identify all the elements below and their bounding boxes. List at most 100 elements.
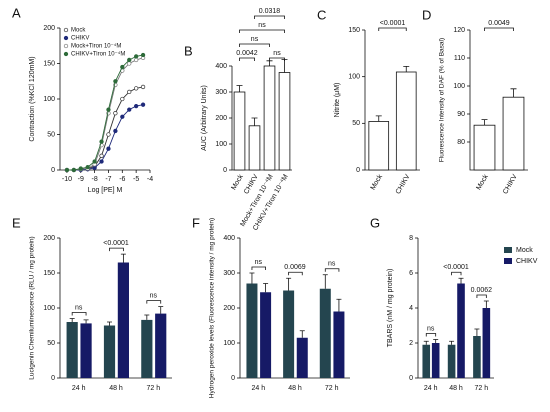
y-tick-label: 300 bbox=[215, 89, 227, 96]
y-tick-label: 150 bbox=[43, 60, 55, 67]
bracket bbox=[239, 57, 255, 61]
error-bar bbox=[83, 319, 89, 324]
bracket bbox=[146, 300, 162, 304]
y-tick-label: 80 bbox=[457, 139, 465, 146]
y-axis-label: Contraction (%KCl 120mM) bbox=[29, 56, 36, 141]
error-bar bbox=[458, 277, 464, 284]
error-bar bbox=[299, 330, 305, 338]
annotation: <0.0001 bbox=[103, 240, 129, 247]
x-tick-label: CHIKV bbox=[395, 173, 412, 195]
bar bbox=[333, 311, 345, 378]
data-point bbox=[92, 165, 97, 171]
annotation: 0.0042 bbox=[236, 50, 258, 57]
x-tick-label: -4 bbox=[147, 176, 153, 183]
error-bar bbox=[483, 300, 489, 308]
y-tick-label: 100 bbox=[348, 74, 360, 81]
bracket bbox=[324, 268, 340, 272]
error-bar bbox=[266, 60, 273, 66]
error-bar bbox=[144, 314, 150, 320]
y-tick-label: 200 bbox=[43, 25, 55, 32]
bar bbox=[431, 343, 440, 378]
y-tick-label: 100 bbox=[43, 305, 55, 312]
data-point bbox=[92, 159, 97, 164]
bar bbox=[233, 91, 246, 171]
bar bbox=[155, 313, 167, 378]
y-tick-label: 100 bbox=[223, 340, 235, 347]
x-tick-label: Mock bbox=[475, 173, 490, 191]
y-tick-label: 50 bbox=[47, 340, 55, 347]
error-bar bbox=[481, 119, 488, 126]
error-bar bbox=[158, 306, 164, 314]
data-point bbox=[106, 132, 111, 137]
error-bar bbox=[375, 115, 382, 122]
y-axis-label: Hydrogen peroxide levels (Fluorescence i… bbox=[209, 218, 216, 398]
bracket bbox=[254, 15, 285, 19]
bracket bbox=[239, 29, 285, 33]
annotation: ns bbox=[258, 22, 266, 29]
data-point bbox=[120, 96, 125, 102]
data-point bbox=[134, 103, 139, 109]
error-bar bbox=[474, 328, 480, 336]
y-tick-label: 50 bbox=[352, 120, 360, 127]
error-bar bbox=[403, 66, 410, 72]
annotation: ns bbox=[255, 259, 263, 266]
y-tick-label: 4 bbox=[409, 305, 413, 312]
data-point bbox=[127, 61, 132, 66]
data-point bbox=[113, 111, 118, 116]
legend-swatch bbox=[504, 258, 512, 264]
bar bbox=[283, 290, 295, 378]
data-point bbox=[99, 139, 104, 144]
legend-marker bbox=[63, 43, 69, 49]
x-tick-label: 48 h bbox=[109, 385, 123, 392]
y-tick-label: 2 bbox=[409, 340, 413, 347]
error-bar bbox=[281, 59, 288, 73]
x-tick-label: -5 bbox=[133, 176, 139, 183]
data-point bbox=[127, 89, 132, 95]
legend-label: CHIKV bbox=[516, 258, 538, 265]
bar bbox=[502, 96, 525, 171]
y-tick-label: 0 bbox=[51, 167, 55, 174]
annotation: <0.0001 bbox=[443, 264, 469, 271]
annotation: ns bbox=[251, 36, 259, 43]
bar bbox=[263, 65, 276, 171]
y-tick-label: 0 bbox=[223, 167, 227, 174]
annotation: ns bbox=[328, 261, 336, 268]
panel-label: G bbox=[370, 215, 380, 230]
error-bar bbox=[510, 88, 517, 98]
bracket bbox=[425, 333, 437, 337]
error-bar bbox=[423, 340, 429, 345]
bar bbox=[473, 124, 496, 171]
bar bbox=[422, 344, 431, 378]
bracket bbox=[451, 271, 462, 276]
y-tick-label: 0 bbox=[356, 167, 360, 174]
y-axis-label: AUC (Arbitrary Units) bbox=[201, 85, 208, 151]
x-tick-label: -8 bbox=[91, 176, 97, 183]
y-tick-label: 50 bbox=[47, 131, 55, 138]
y-tick-label: 100 bbox=[43, 96, 55, 103]
series-line bbox=[66, 54, 144, 171]
bar bbox=[117, 262, 129, 378]
data-point bbox=[99, 159, 104, 164]
bracket bbox=[239, 43, 270, 47]
data-point bbox=[140, 84, 146, 90]
y-tick-label: 110 bbox=[454, 55, 465, 62]
y-tick-label: 200 bbox=[223, 305, 235, 312]
data-point bbox=[106, 146, 111, 151]
x-tick-label: 72 h bbox=[325, 385, 339, 392]
y-tick-label: 0 bbox=[231, 375, 235, 382]
data-point bbox=[113, 128, 118, 134]
x-axis-label: Log [PE] M bbox=[88, 187, 123, 194]
legend-label: Mock+Tiron 10⁻⁴M bbox=[71, 43, 121, 50]
bar bbox=[66, 322, 78, 378]
panel-label: B bbox=[184, 43, 193, 58]
error-bar bbox=[322, 274, 328, 289]
y-axis-label: Fluorescence Intensity of DAF (% of Basa… bbox=[439, 38, 446, 162]
y-axis-label: Lucigenin Chemiluminescence (RLU / mg pr… bbox=[29, 236, 36, 379]
bracket bbox=[71, 312, 87, 316]
x-tick-label: 48 h bbox=[449, 385, 463, 392]
x-tick-label: Mock bbox=[230, 173, 245, 191]
error-bar bbox=[69, 318, 75, 322]
x-tick-label: 72 h bbox=[475, 385, 489, 392]
bracket bbox=[269, 57, 285, 61]
error-bar bbox=[249, 272, 255, 284]
